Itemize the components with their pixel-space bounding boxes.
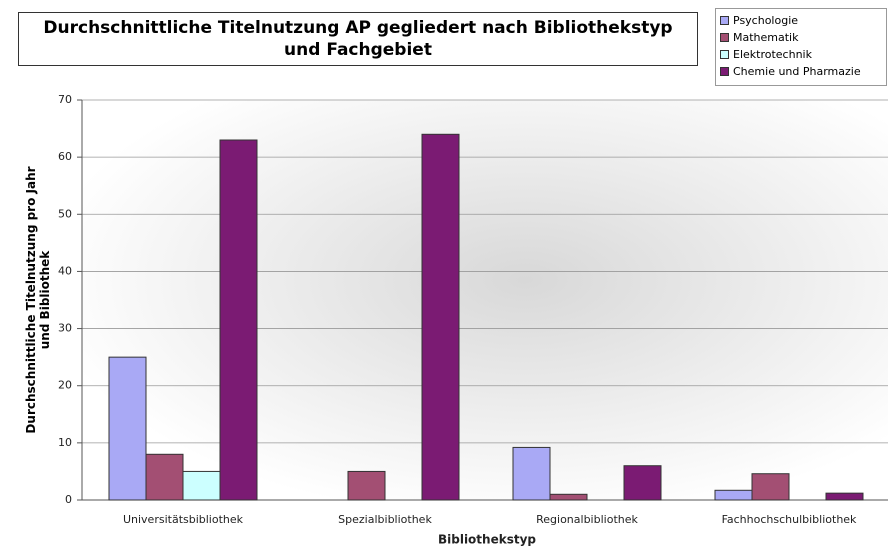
y-tick-label: 40 — [58, 264, 72, 277]
legend-swatch — [720, 16, 729, 25]
bar — [751, 473, 790, 501]
bar — [549, 493, 588, 501]
x-tick-label: Regionalbibliothek — [536, 513, 638, 526]
legend-item: Psychologie — [720, 12, 882, 29]
legend-item: Chemie und Pharmazie — [720, 63, 882, 80]
legend-swatch — [720, 50, 729, 59]
y-tick-label: 30 — [58, 322, 72, 335]
x-tick-label: Universitätsbibliothek — [123, 513, 244, 526]
bar — [512, 446, 551, 501]
y-tick-label: 0 — [65, 493, 72, 506]
chart-title: Durchschnittliche Titelnutzung AP geglie… — [18, 12, 698, 66]
x-axis-label: Bibliothekstyp — [438, 533, 536, 547]
y-tick-label: 20 — [58, 379, 72, 392]
bar — [347, 470, 386, 501]
y-tick-label: 60 — [58, 150, 72, 163]
y-tick-label: 10 — [58, 436, 72, 449]
y-tick-label: 70 — [58, 93, 72, 106]
legend: Psychologie Mathematik Elektrotechnik Chemi… — [715, 8, 887, 86]
legend-label: Mathematik — [733, 31, 799, 44]
y-axis-label: Durchschnittliche Titelnutzung pro Jahr … — [24, 166, 52, 434]
legend-swatch — [720, 33, 729, 42]
legend-swatch — [720, 67, 729, 76]
legend-item: Mathematik — [720, 29, 882, 46]
x-tick-label: Spezialbibliothek — [338, 513, 432, 526]
bar — [421, 133, 460, 501]
bar — [825, 492, 864, 501]
legend-label: Elektrotechnik — [733, 48, 812, 61]
bar — [145, 453, 184, 501]
legend-item: Elektrotechnik — [720, 46, 882, 63]
y-tick-label: 50 — [58, 207, 72, 220]
legend-label: Chemie und Pharmazie — [733, 65, 861, 78]
bar — [219, 139, 258, 501]
bar — [714, 489, 753, 501]
x-tick-label: Fachhochschulbibliothek — [722, 513, 857, 526]
bar — [108, 356, 147, 501]
legend-label: Psychologie — [733, 14, 799, 27]
bar — [623, 465, 662, 501]
plot-background — [82, 100, 888, 500]
bar — [182, 470, 221, 501]
